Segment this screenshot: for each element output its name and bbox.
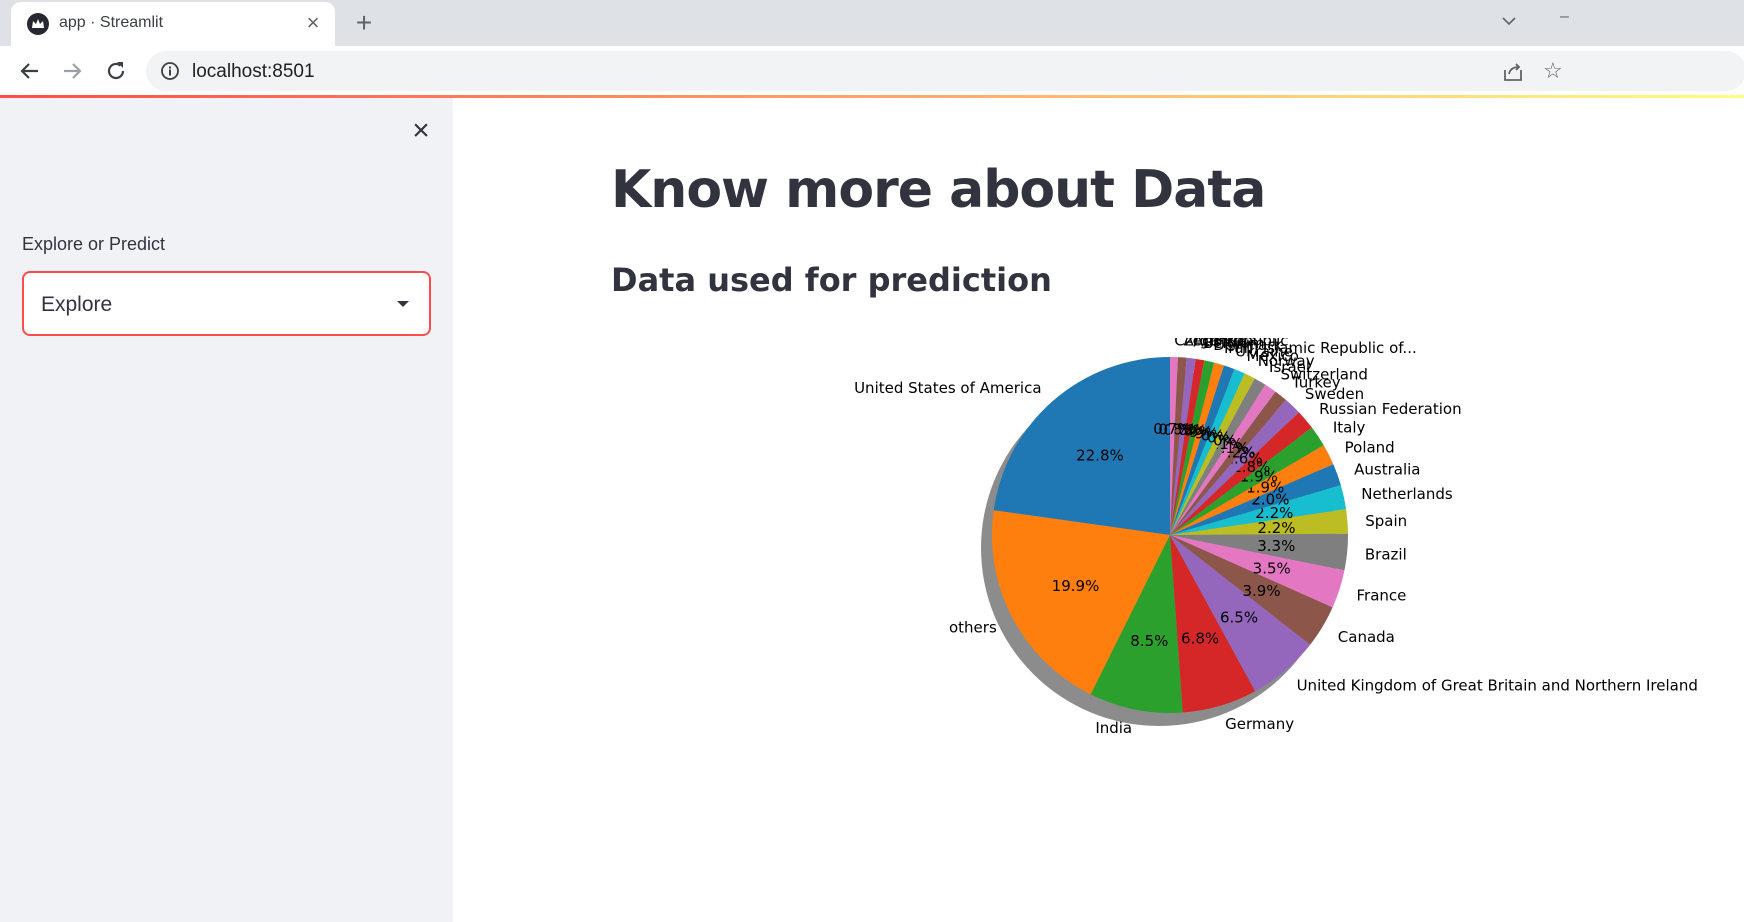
pie-pct-label: 2.2% [1255, 504, 1293, 522]
pie-slice [1170, 533, 1348, 571]
plus-icon[interactable]: + [355, 7, 373, 38]
pie-slice [992, 510, 1170, 695]
pie-slice-label: Netherlands [1361, 485, 1453, 503]
select-value: Explore [41, 293, 113, 316]
reload-icon[interactable] [102, 57, 130, 85]
explore-predict-select[interactable]: Explore [22, 271, 431, 336]
pie-slice [1170, 464, 1341, 535]
pie-slice-label: Italy [1333, 418, 1366, 436]
pie-slice-label: Brazil [1365, 546, 1407, 564]
pie-slice [1170, 373, 1255, 535]
pie-slice [1170, 412, 1312, 535]
browser-toolbar: localhost:8501 ☆ [0, 46, 1744, 96]
pie-slice-label: others [949, 618, 997, 636]
back-arrow-icon[interactable] [16, 57, 44, 85]
select-label: Explore or Predict [22, 234, 166, 254]
pie-slice [1170, 427, 1324, 535]
pie-slice-label: Canada [1338, 628, 1395, 646]
pie-slice [1170, 365, 1235, 535]
pie-slice-label: Turkey [1291, 374, 1341, 392]
pie-slice [1170, 358, 1205, 535]
pie-slice-label: Argentina [1184, 338, 1257, 350]
pie-slice [1170, 535, 1345, 608]
pie-slice [1170, 357, 1178, 535]
pie-slice-label: Australia [1354, 460, 1420, 478]
pie-slice-label: Belgium [1203, 338, 1265, 352]
pie-pct-label: 0.8% [1158, 420, 1196, 438]
close-icon[interactable]: × [412, 114, 430, 147]
pie-slice [993, 357, 1170, 535]
pie-slice [1170, 357, 1196, 535]
decoration-bar [0, 95, 1744, 98]
pie-slice [1170, 360, 1215, 535]
pie-pct-label: 3.3% [1257, 537, 1295, 555]
pie-pct-label: 6.8% [1181, 629, 1219, 647]
pie-slice [1170, 357, 1187, 535]
pie-slice [1170, 509, 1348, 535]
address-bar[interactable]: localhost:8501 ☆ [146, 51, 1744, 91]
pie-pct-label: 22.8% [1076, 446, 1124, 464]
pie-slice-label: Israel [1269, 358, 1310, 376]
pie-slice-label: Mexico [1247, 347, 1299, 365]
main-content: Know more about Data Data used for predi… [453, 98, 1744, 922]
sidebar: × Explore or Predict Explore [0, 98, 453, 922]
pie-slice [1170, 445, 1334, 535]
section-subheader: Data used for prediction [611, 261, 1052, 299]
pie-pct-label: 2.2% [1257, 519, 1295, 537]
pie-slice-label: Norway [1258, 352, 1315, 370]
pie-pct-label: 19.9% [1052, 577, 1100, 595]
pie-slice [1170, 535, 1333, 645]
browser-tab[interactable]: app · Streamlit × [11, 2, 335, 46]
pie-slice [1170, 391, 1286, 535]
pie-slice [1170, 485, 1347, 535]
pie-slice [1090, 535, 1183, 713]
tab-title: app · Streamlit [59, 14, 164, 31]
close-icon[interactable]: × [306, 10, 320, 35]
url-text[interactable]: localhost:8501 [192, 61, 315, 82]
caret-down-icon [397, 301, 409, 307]
minimize-icon[interactable]: – [1560, 8, 1569, 25]
pie-slice-label: Spain [1365, 512, 1407, 530]
pie-slice-label: Czech Republic [1174, 338, 1288, 349]
pie-slice-label: Iran, Islamic Republic of... [1224, 339, 1417, 357]
browser-tab-bar: app · Streamlit × + – [0, 0, 1744, 46]
pie-chart: 22.8% United States of America 19.9% others… [854, 338, 1698, 737]
pie-slice-label: Austria [1193, 338, 1246, 351]
pie-slice-label: United Kingdom of Great Britain and Nort… [1297, 676, 1698, 694]
pie-slice [1170, 535, 1256, 713]
pie-slice [1170, 535, 1311, 692]
pie-pct-label: 8.5% [1130, 632, 1168, 650]
info-icon[interactable] [160, 61, 180, 81]
pie-pct-label: 0.7% [1153, 420, 1191, 438]
pie-pct-label: 3.9% [1242, 582, 1280, 600]
streamlit-crown-icon [27, 13, 49, 35]
pie-slice-label: Sweden [1305, 385, 1364, 403]
pie-slice-label: France [1357, 587, 1407, 605]
chevron-down-icon[interactable] [1496, 8, 1522, 34]
pie-pct-label: 6.5% [1220, 608, 1258, 626]
pie-slice [1170, 369, 1245, 535]
share-icon[interactable] [1501, 60, 1525, 84]
pie-slice [1170, 362, 1224, 535]
pie-slice [1170, 378, 1266, 535]
pie-slice-label: Switzerland [1280, 365, 1368, 383]
pie-slice [1170, 399, 1299, 535]
pie-slice-label: India [1095, 719, 1132, 737]
pie-slice-label: United States of America [854, 379, 1041, 397]
pie-slice-label: Germany [1225, 715, 1294, 733]
pie-slice-label: Denmark [1213, 338, 1282, 354]
pie-slice-label: Ukraine [1235, 342, 1293, 360]
pie-slice-label: Poland [1345, 438, 1395, 456]
forward-arrow-icon[interactable] [58, 57, 86, 85]
pie-pct-label: 3.5% [1253, 559, 1291, 577]
star-icon[interactable]: ☆ [1543, 58, 1563, 83]
page-title: Know more about Data [611, 160, 1266, 220]
pie-slice [1170, 384, 1276, 535]
pie-slice-label: Russian Federation [1319, 400, 1461, 418]
